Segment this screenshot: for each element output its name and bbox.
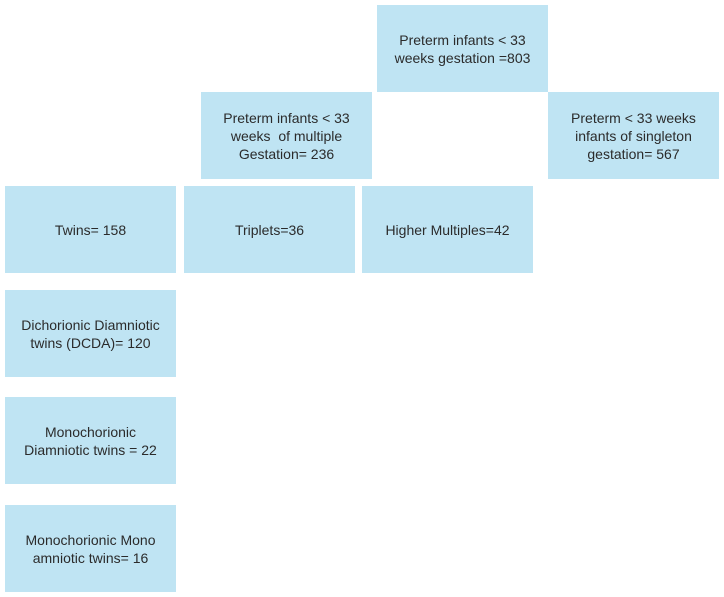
node-box: Preterm < 33 weeks infants of singleton ge… xyxy=(548,92,719,179)
node-box: Higher Multiples=42 xyxy=(362,186,533,273)
node-box: Triplets=36 xyxy=(184,186,355,273)
node-box: Preterm infants < 33 weeks gestation =803 xyxy=(377,5,548,92)
node-box: Preterm infants < 33 weeks of multiple Ges… xyxy=(201,92,372,179)
node-label: Twins= 158 xyxy=(54,221,127,238)
node-label: Monochorionic xyxy=(44,423,137,440)
node-label: weeks of multiple xyxy=(230,127,343,144)
node-label: Preterm infants < 33 xyxy=(223,109,350,126)
node-label: Preterm infants < 33 xyxy=(399,31,526,48)
node-label: gestation= 567 xyxy=(587,145,680,162)
node-box: Twins= 158 xyxy=(5,186,176,273)
node-label: Triplets=36 xyxy=(234,221,305,238)
node-label: Dichorionic Diamniotic xyxy=(21,316,160,333)
node-label: Preterm < 33 weeks xyxy=(571,109,696,126)
node-box: Dichorionic Diamniotic twins (DCDA)= 120 xyxy=(5,290,176,377)
node-box: Monochorionic Mono amniotic twins= 16 xyxy=(5,505,176,592)
node-box: Monochorionic Diamniotic twins = 22 xyxy=(5,397,176,484)
node-label: Monochorionic Mono xyxy=(25,531,156,548)
node-label: Gestation= 236 xyxy=(238,145,335,162)
node-label: twins (DCDA)= 120 xyxy=(30,334,151,351)
node-label: weeks gestation =803 xyxy=(394,49,531,66)
node-label: amniotic twins= 16 xyxy=(32,549,149,566)
node-label: Diamniotic twins = 22 xyxy=(24,441,157,458)
node-label: Higher Multiples=42 xyxy=(385,221,510,238)
node-label: infants of singleton xyxy=(575,127,692,144)
